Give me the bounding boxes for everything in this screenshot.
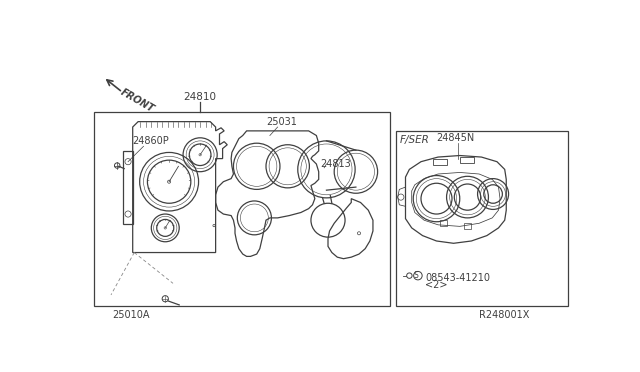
Text: 24860P: 24860P (132, 135, 170, 145)
Text: R248001X: R248001X (479, 310, 529, 320)
Text: FRONT: FRONT (119, 87, 156, 114)
Text: 24845N: 24845N (436, 133, 475, 143)
Bar (463, 223, 472, 230)
Bar (94, 112, 390, 307)
Bar (123, 151, 134, 224)
Text: 24813: 24813 (320, 158, 351, 169)
Bar (396, 131, 568, 307)
Text: <2>: <2> (425, 280, 447, 290)
Text: S: S (414, 271, 419, 280)
Bar (433, 158, 447, 165)
Text: 25010A: 25010A (113, 310, 150, 320)
Text: 24810: 24810 (184, 92, 216, 102)
Bar (440, 220, 447, 226)
Text: 25031: 25031 (266, 117, 297, 127)
Text: F/SER: F/SER (400, 135, 430, 145)
Bar (460, 157, 474, 163)
Text: 08543-41210: 08543-41210 (425, 273, 490, 283)
